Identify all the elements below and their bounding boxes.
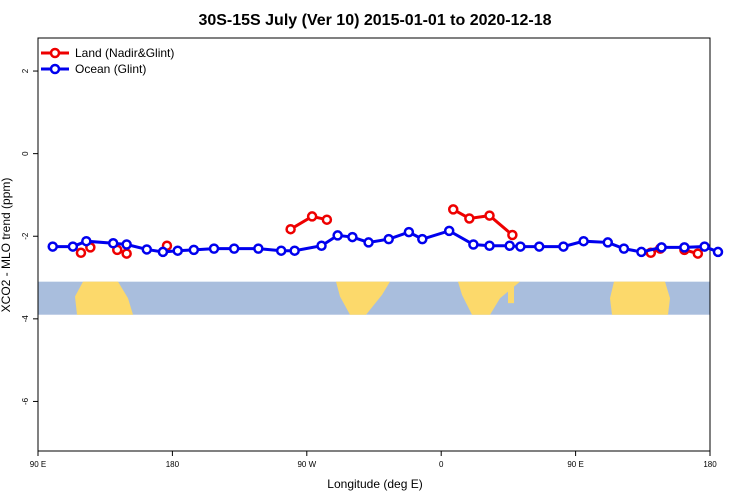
data-point — [275, 245, 287, 256]
data-point — [289, 245, 300, 256]
land-mass — [75, 281, 133, 315]
data-point — [306, 211, 318, 222]
y-axis-label: XCO2 - MLO trend (ppm) — [0, 178, 13, 313]
y-tick-label: 0 — [21, 151, 30, 156]
data-point — [484, 240, 495, 251]
x-tick-label: 90 W — [297, 460, 316, 469]
data-point — [363, 237, 374, 248]
data-point — [464, 213, 475, 224]
data-point — [121, 248, 132, 259]
chart-title: 30S-15S July (Ver 10) 2015-01-01 to 2020… — [198, 12, 551, 29]
x-tick-label: 0 — [439, 460, 444, 469]
data-point — [81, 235, 92, 247]
data-point — [188, 244, 200, 256]
data-point — [699, 241, 710, 252]
y-tick-label: -4 — [21, 315, 30, 323]
data-point — [602, 237, 614, 248]
data-point — [504, 240, 515, 251]
y-tick-label: 2 — [21, 68, 30, 73]
madagascar — [508, 284, 514, 304]
data-point — [332, 230, 343, 241]
data-point — [141, 244, 153, 255]
data-point — [558, 241, 569, 252]
data-point — [447, 204, 459, 215]
x-tick-label: 90 E — [567, 460, 583, 469]
series-0 — [75, 204, 704, 259]
data-point — [347, 231, 358, 243]
data-point — [507, 229, 518, 241]
data-point — [636, 246, 647, 258]
data-point — [712, 246, 724, 258]
legend-marker-land — [49, 47, 61, 59]
data-point — [656, 242, 667, 253]
x-axis-ticks: 90 E 180 90 W 0 90 E 180 — [30, 451, 717, 469]
series-line — [452, 208, 514, 237]
land-mass — [336, 281, 390, 315]
land-mass — [458, 281, 520, 315]
data-point — [515, 241, 526, 252]
x-tick-label: 90 E — [30, 460, 46, 469]
data-point — [67, 241, 79, 252]
data-point — [208, 243, 220, 254]
data-point — [285, 223, 296, 235]
data-point — [228, 243, 240, 254]
data-point — [578, 235, 589, 247]
x-tick-label: 180 — [703, 460, 717, 469]
data-point — [321, 214, 333, 225]
data-point — [417, 233, 428, 245]
y-tick-label: -2 — [21, 232, 30, 240]
data-point — [121, 239, 132, 250]
data-point — [468, 239, 479, 250]
data-point — [172, 245, 183, 256]
y-axis-ticks: 2 0 -2 -4 -6 — [21, 68, 38, 405]
data-point — [47, 241, 58, 252]
land-mass — [610, 281, 670, 315]
data-point — [75, 247, 87, 259]
world-map-band — [38, 281, 710, 315]
legend: Land (Nadir&Glint) Ocean (Glint) — [41, 46, 174, 76]
legend-label-ocean: Ocean (Glint) — [75, 62, 146, 76]
data-point — [157, 246, 169, 258]
data-point — [107, 238, 119, 249]
data-point — [692, 248, 704, 259]
legend-label-land: Land (Nadir&Glint) — [75, 46, 174, 60]
data-point — [679, 242, 690, 253]
series-1 — [47, 225, 724, 258]
data-point — [316, 240, 327, 251]
data-point — [484, 210, 495, 221]
data-point — [253, 243, 264, 254]
x-axis-label: Longitude (deg E) — [327, 477, 422, 491]
data-point — [533, 241, 545, 252]
data-point — [618, 243, 630, 254]
data-point — [383, 233, 394, 245]
legend-marker-ocean — [49, 63, 61, 75]
data-point — [443, 225, 455, 237]
series-layer — [47, 204, 724, 259]
plot-frame — [37, 37, 711, 452]
x-tick-label: 180 — [166, 460, 180, 469]
y-tick-label: -6 — [21, 397, 30, 405]
data-point — [403, 226, 415, 238]
